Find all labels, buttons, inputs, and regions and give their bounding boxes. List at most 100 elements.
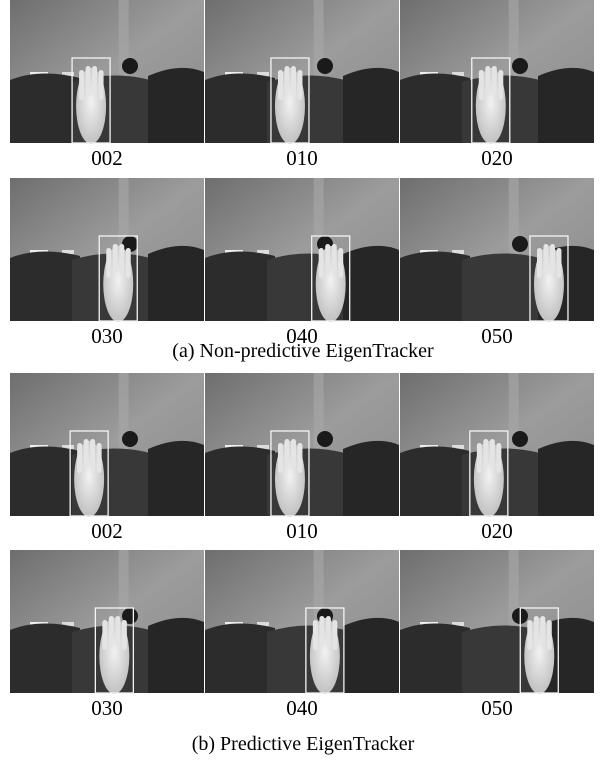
frame-label: 030 [91,696,123,720]
finger [86,66,91,96]
person-head [317,58,333,74]
finger [278,443,283,473]
frame [10,550,204,694]
seat [10,446,82,516]
finger [297,443,302,473]
finger [313,620,318,650]
frame-label: 030 [91,324,123,348]
finger [537,248,542,278]
frame-label: 050 [481,696,513,720]
seat [400,251,472,321]
seat [205,623,277,693]
person-head [512,58,528,74]
frame-label: 040 [286,696,318,720]
finger [332,620,337,650]
frame-label: 010 [286,519,318,543]
finger [319,248,324,278]
frame [10,0,204,144]
seat [148,68,204,143]
frame [400,0,594,144]
finger [498,70,503,100]
finger [77,443,82,473]
finger [99,70,104,100]
finger [291,439,296,469]
figure: 002 010 020 030 040 050 (a) Non-predictive Eig… [0,0,607,772]
finger [477,443,482,473]
finger [547,620,552,650]
frame-label: 020 [481,519,513,543]
seat [538,441,594,516]
frame [205,0,399,144]
finger [492,66,497,96]
panel-caption: (a) Non-predictive EigenTracker [172,340,434,362]
frame [400,550,594,694]
seat [400,446,472,516]
person-head [317,431,333,447]
frame-label: 002 [91,519,123,543]
seat [148,246,204,321]
person-head [122,58,138,74]
person-head [122,431,138,447]
seat [205,446,277,516]
finger [325,244,330,274]
finger [106,248,111,278]
finger [556,248,561,278]
seat [400,623,472,693]
frame [205,550,399,694]
frame [205,373,399,517]
frame-label: 020 [481,146,513,170]
finger [126,248,131,278]
finger [490,439,495,469]
seat [205,251,277,321]
seat [148,441,204,516]
finger [90,439,95,469]
person-head [512,431,528,447]
frame [10,373,204,517]
finger [122,620,127,650]
finger [540,616,545,646]
frame-label: 050 [481,324,513,348]
finger [102,620,107,650]
seat [343,68,399,143]
finger [284,66,289,96]
seat [10,251,82,321]
finger [92,66,97,96]
finger [534,616,539,646]
seat [400,73,472,143]
finger [297,70,302,100]
finger [109,616,114,646]
finger [332,244,337,274]
finger [485,66,490,96]
finger [278,70,283,100]
seat [538,68,594,143]
finger [84,439,89,469]
seat [148,618,204,693]
frame-label: 002 [91,146,123,170]
finger [326,616,331,646]
seat [10,73,82,143]
frame [400,373,594,517]
person-head [512,236,528,252]
finger [543,244,548,274]
finger [483,439,488,469]
finger [319,616,324,646]
finger [284,439,289,469]
finger [496,443,501,473]
finger [527,620,532,650]
seat [10,623,82,693]
seat [343,618,399,693]
finger [97,443,102,473]
finger [79,70,84,100]
seat [205,73,277,143]
finger [479,70,484,100]
finger [291,66,296,96]
seat [343,441,399,516]
finger [115,616,120,646]
finger [338,248,343,278]
finger [550,244,555,274]
frame [205,178,399,322]
frame-label: 010 [286,146,318,170]
frame [10,178,204,322]
finger [113,244,118,274]
seat [343,246,399,321]
